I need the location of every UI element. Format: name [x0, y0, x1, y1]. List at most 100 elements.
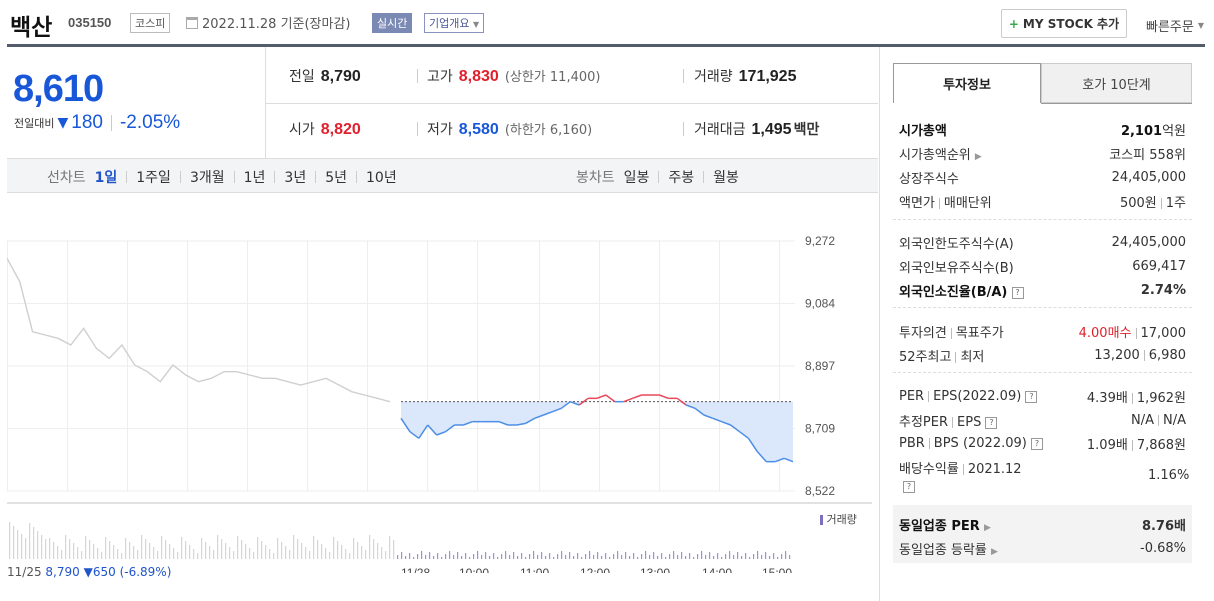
divider: [1160, 198, 1162, 209]
est-per-label: 추정PER EPS ?: [899, 411, 998, 430]
realtime-button[interactable]: 실시간: [372, 13, 413, 33]
volume-bar: [53, 542, 55, 559]
volume-bar: [509, 555, 511, 559]
price-line-segment: [694, 407, 705, 416]
volume-bar: [261, 541, 263, 559]
period-10y[interactable]: 10년: [366, 170, 397, 186]
quote-panel: [7, 47, 878, 159]
y-tick-label: 8,522: [805, 484, 835, 498]
company-info-dropdown[interactable]: 기업개요 ▼: [424, 13, 485, 33]
volume-bar: [397, 555, 399, 559]
volume-bar: [605, 553, 607, 559]
help-icon[interactable]: ?: [1011, 286, 1024, 299]
volume-bar: [613, 554, 615, 559]
period-1w[interactable]: 1주일: [136, 170, 171, 186]
volume-bar: [33, 527, 35, 559]
quick-order-dropdown[interactable]: 빠른주문 ▼: [1146, 16, 1204, 35]
volume-bar: [109, 541, 111, 559]
period-weekly[interactable]: 주봉: [668, 170, 695, 186]
price-line-segment: [578, 397, 589, 406]
volume-bar: [9, 522, 11, 559]
cap-rank-row[interactable]: 시가총액순위 ▶ 코스피 558위: [899, 144, 1186, 163]
volume-bar: [81, 551, 83, 559]
tab-investment-info[interactable]: 투자정보: [893, 63, 1041, 103]
period-1d[interactable]: 1일: [94, 170, 118, 186]
quote-open: 시가 8,820: [289, 119, 361, 139]
price-line-segment: [596, 394, 607, 400]
pbr-number: 1.09배: [1086, 438, 1128, 453]
volume-bar: [485, 552, 487, 559]
volume-bar: [525, 557, 527, 559]
help-icon[interactable]: ?: [1030, 437, 1043, 450]
tab-order-book[interactable]: 호가 10단계: [1041, 63, 1192, 103]
y-tick-label: 8,897: [805, 359, 835, 373]
price-line-segment: [685, 404, 696, 410]
period-daily[interactable]: 일봉: [623, 170, 650, 186]
help-icon[interactable]: ?: [1025, 390, 1038, 403]
volume-bar: [73, 543, 75, 559]
current-price: 8,610: [13, 68, 104, 110]
help-icon[interactable]: ?: [985, 416, 998, 429]
volume-bar: [641, 554, 643, 559]
help-icon[interactable]: ?: [903, 480, 915, 493]
volume-bar: [449, 551, 451, 559]
volume-bar: [425, 555, 427, 559]
volume-bar: [445, 554, 447, 559]
volume-bar: [537, 555, 539, 559]
upper-value: 11,400: [549, 70, 596, 85]
volume-bar: [365, 550, 367, 559]
volume-bar: [781, 554, 783, 559]
volume-bar: [161, 536, 163, 559]
est-per-row: 추정PER EPS ? N/A N/A: [899, 411, 1186, 430]
dropdown-arrow-icon: ▼: [472, 20, 480, 29]
prev-day-date: 11/25: [7, 565, 42, 579]
divider: [683, 122, 684, 136]
volume-bar: [593, 555, 595, 559]
period-1y[interactable]: 1년: [243, 170, 266, 186]
peer-per-row[interactable]: 동일업종 PER ▶ 8.76배: [899, 515, 1186, 534]
volume-bar: [421, 551, 423, 559]
pbr-value: 1.09배 7,868원: [1087, 434, 1186, 453]
divider: [950, 328, 952, 339]
volume-bar: [61, 550, 63, 559]
volume-bar: [157, 551, 159, 559]
volume-bar: [713, 556, 715, 559]
volume-bar: [97, 548, 99, 559]
volume-bar: [673, 551, 675, 559]
peer-chg-row[interactable]: 동일업종 등락률 ▶ -0.68%: [899, 539, 1186, 558]
volume-bar: [233, 551, 235, 559]
foreign-limit-row: 외국인한도주식수(A) 24,405,000: [899, 233, 1186, 252]
down-arrow-icon: ▼: [83, 565, 93, 579]
volume-bar: [489, 556, 491, 559]
volume-bar: [585, 554, 587, 559]
volume-bar: [621, 555, 623, 559]
price-line-segment: [756, 451, 767, 463]
w52-label: 52주최고 최저: [899, 346, 984, 365]
market-badge: 코스피: [130, 13, 171, 33]
volume-bar: [429, 552, 431, 559]
mystock-add-button[interactable]: + MY STOCK 추가: [1001, 9, 1127, 38]
divider: [703, 171, 705, 183]
price-chart[interactable]: 9,272 9,084 8,897 8,709 8,522 11/28 10:00 11:00…: [7, 193, 878, 573]
dividend-date: 2021.12: [967, 462, 1022, 477]
w52-low-label: 최저: [960, 350, 985, 365]
y-tick-label: 9,272: [805, 234, 835, 248]
market-cap-label: 시가총액: [899, 124, 947, 139]
period-5y[interactable]: 5년: [325, 170, 347, 186]
volume-bar: [729, 551, 731, 559]
market-cap-value: 2,101억원: [1121, 120, 1186, 139]
volume-bar: [353, 538, 355, 559]
lower-label: (하한가: [504, 123, 546, 138]
period-3m[interactable]: 3개월: [189, 170, 225, 186]
price-line-segment: [730, 424, 740, 433]
volume-bar: [177, 552, 179, 559]
volume-bar: [309, 551, 311, 559]
volume-bar: [345, 549, 347, 559]
volume-bar: [773, 553, 775, 559]
volume-bar: [381, 547, 383, 559]
volume-bar: [285, 546, 287, 559]
volume-bar: [373, 539, 375, 559]
chevron-right-icon: ▶: [974, 152, 982, 162]
period-monthly[interactable]: 월봉: [713, 170, 739, 186]
period-3y[interactable]: 3년: [284, 170, 307, 186]
